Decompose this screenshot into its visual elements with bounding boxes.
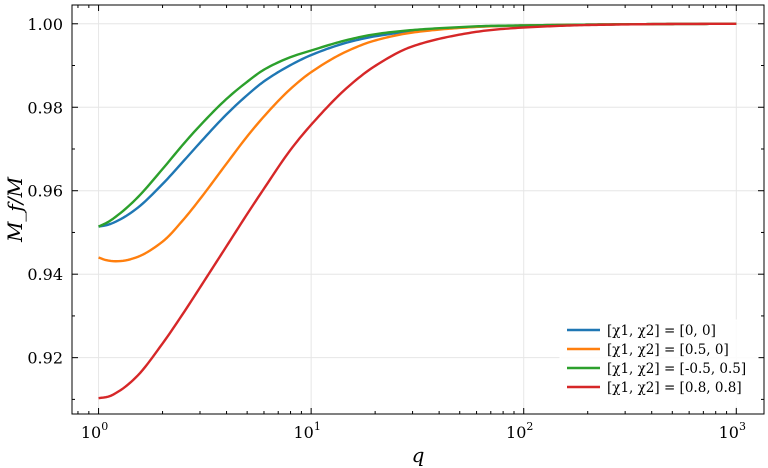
- x-tick-exponent: 0: [101, 420, 108, 433]
- x-tick-label: 103: [719, 420, 746, 442]
- series-line-1: [98, 22, 737, 263]
- series-line-3: [98, 22, 737, 400]
- series-line-2: [98, 22, 737, 228]
- series-layer: [98, 22, 737, 400]
- x-tick-base: 10: [81, 423, 101, 442]
- x-tick-base: 10: [293, 423, 313, 442]
- y-tick-label: 0.96: [27, 182, 63, 201]
- x-tick-exponent: 1: [314, 420, 321, 433]
- y-axis-label: M_f/M: [3, 176, 27, 243]
- x-tick-label: 102: [506, 420, 533, 442]
- x-axis-label: q: [412, 443, 425, 467]
- series-line-0: [98, 22, 737, 228]
- y-tick-label: 0.92: [27, 349, 63, 368]
- y-tick-label: 0.94: [27, 265, 63, 284]
- legend-box: [559, 319, 759, 407]
- legend-entry-label: [χ1, χ2] = [0, 0]: [607, 323, 716, 339]
- plot-frame: [71, 4, 765, 415]
- x-tick-label: 101: [293, 420, 320, 442]
- x-tick-label: 100: [81, 420, 108, 442]
- legend-entry-label: [χ1, χ2] = [0.8, 0.8]: [607, 380, 742, 396]
- y-tick-label: 0.98: [27, 98, 63, 117]
- y-tick-label: 1.00: [27, 15, 63, 34]
- x-tick-exponent: 3: [739, 420, 746, 433]
- x-tick-exponent: 2: [526, 420, 533, 433]
- legend-entry-label: [χ1, χ2] = [0.5, 0]: [607, 342, 729, 358]
- x-tick-base: 10: [506, 423, 526, 442]
- legend-entry-label: [χ1, χ2] = [-0.5, 0.5]: [607, 361, 746, 377]
- legend: [χ1, χ2] = [0, 0] [χ1, χ2] = [0.5, 0] [χ1,…: [559, 319, 759, 407]
- x-tick-base: 10: [719, 423, 739, 442]
